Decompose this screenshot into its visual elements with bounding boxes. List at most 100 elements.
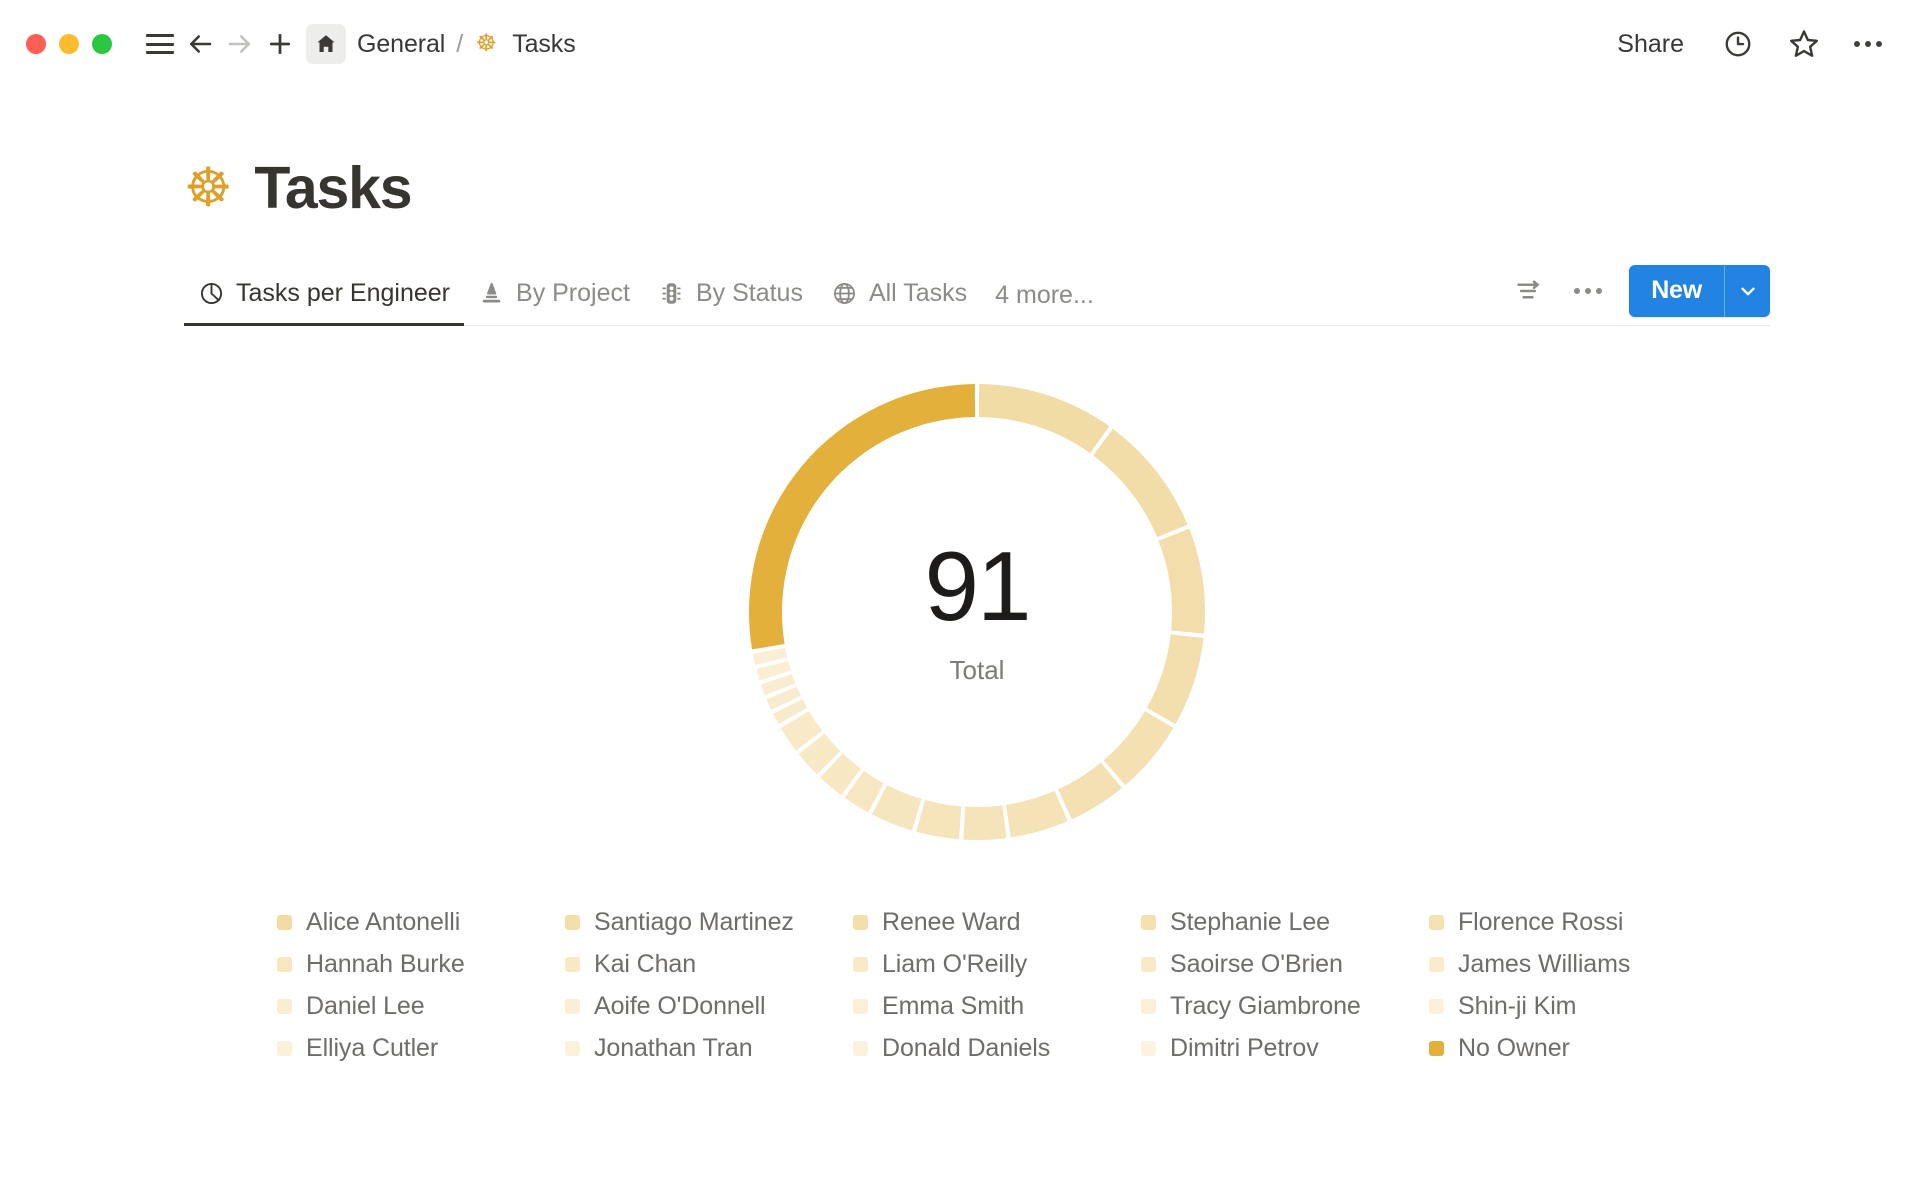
- page-content: ☸ Tasks Tasks per Engineer: [0, 156, 1920, 1068]
- new-button-group: New: [1629, 264, 1770, 317]
- donut-svg[interactable]: [737, 372, 1217, 852]
- legend-label: Aoife O'Donnell: [594, 992, 766, 1021]
- legend-item[interactable]: Tracy Giambrone: [1141, 988, 1429, 1026]
- legend-item[interactable]: Stephanie Lee: [1141, 904, 1429, 942]
- sidebar-toggle-button[interactable]: [140, 24, 180, 64]
- legend-label: Jonathan Tran: [594, 1034, 753, 1063]
- page-title[interactable]: Tasks: [254, 155, 412, 221]
- donut-segment[interactable]: [752, 647, 788, 665]
- tabs-more-button[interactable]: 4 more...: [995, 280, 1094, 309]
- new-button-dropdown[interactable]: [1724, 264, 1770, 317]
- page-more-button[interactable]: [1850, 33, 1886, 55]
- breadcrumb-page[interactable]: Tasks: [512, 29, 576, 58]
- legend-swatch-icon: [277, 999, 292, 1015]
- donut-segment[interactable]: [978, 383, 1110, 454]
- donut-segment[interactable]: [916, 799, 962, 840]
- donut-segment[interactable]: [780, 711, 823, 751]
- microscope-icon: [478, 280, 505, 307]
- back-button[interactable]: [180, 24, 220, 64]
- legend-item[interactable]: Alice Antonelli: [277, 904, 565, 942]
- maximize-window-button[interactable]: [92, 34, 112, 54]
- view-toolbar-actions: New: [1509, 264, 1770, 325]
- legend-item[interactable]: Florence Rossi: [1429, 904, 1717, 942]
- donut-segment[interactable]: [1093, 428, 1188, 538]
- ellipsis-icon: [1854, 41, 1860, 47]
- legend-item[interactable]: Donald Daniels: [853, 1030, 1141, 1068]
- tab-tasks-per-engineer[interactable]: Tasks per Engineer: [184, 271, 465, 326]
- filter-sort-icon: [1517, 280, 1540, 299]
- legend-column: Santiago Martinez Kai Chan Aoife O'Donnell…: [565, 904, 853, 1068]
- legend-item[interactable]: Emma Smith: [853, 988, 1141, 1026]
- legend-item[interactable]: Saoirse O'Brien: [1141, 946, 1429, 984]
- legend-label: No Owner: [1458, 1034, 1570, 1063]
- legend-column: Renee Ward Liam O'Reilly Emma Smith Donald …: [853, 904, 1141, 1068]
- close-window-button[interactable]: [26, 34, 46, 54]
- page-icon[interactable]: ☸: [184, 158, 233, 219]
- tab-all-tasks[interactable]: All Tasks: [817, 271, 981, 326]
- legend-item[interactable]: Liam O'Reilly: [853, 946, 1141, 984]
- legend-label: Alice Antonelli: [306, 908, 461, 937]
- donut-segment[interactable]: [766, 686, 801, 710]
- legend-item[interactable]: Kai Chan: [565, 946, 853, 984]
- legend-swatch-icon: [853, 999, 868, 1015]
- donut-segment[interactable]: [1158, 528, 1205, 634]
- legend-item[interactable]: Shin-ji Kim: [1429, 988, 1717, 1026]
- legend-item[interactable]: Dimitri Petrov: [1141, 1030, 1429, 1068]
- legend-swatch-icon: [1141, 915, 1156, 931]
- legend-label: Shin-ji Kim: [1458, 992, 1577, 1021]
- legend-item[interactable]: Santiago Martinez: [565, 904, 853, 942]
- legend-item[interactable]: Aoife O'Donnell: [565, 988, 853, 1026]
- legend-item[interactable]: James Williams: [1429, 946, 1717, 984]
- breadcrumb-home-button[interactable]: [306, 24, 346, 64]
- chevron-down-icon: [1740, 287, 1755, 296]
- donut-segment[interactable]: [749, 383, 976, 650]
- legend-swatch-icon: [277, 1041, 292, 1057]
- tab-label: By Status: [695, 278, 803, 307]
- legend-column: Alice Antonelli Hannah Burke Daniel Lee Ell…: [277, 904, 565, 1068]
- legend-label: Donald Daniels: [882, 1034, 1051, 1063]
- legend-swatch-icon: [1141, 1041, 1156, 1057]
- legend-swatch-icon: [853, 915, 868, 931]
- tab-by-status[interactable]: By Status: [644, 271, 817, 326]
- page-header: ☸ Tasks: [184, 156, 1770, 221]
- donut-segment[interactable]: [963, 805, 1007, 840]
- donut-segment[interactable]: [1103, 711, 1174, 786]
- legend-item[interactable]: Daniel Lee: [277, 988, 565, 1026]
- breadcrumb-page-emoji-icon: ☸: [475, 30, 497, 57]
- breadcrumb-workspace[interactable]: General: [357, 29, 446, 58]
- legend-item[interactable]: Hannah Burke: [277, 946, 565, 984]
- view-more-button[interactable]: [1569, 272, 1607, 310]
- forward-button[interactable]: [220, 24, 260, 64]
- donut-segment[interactable]: [1005, 790, 1068, 838]
- donut-segment[interactable]: [820, 753, 861, 796]
- favorite-button[interactable]: [1784, 24, 1824, 64]
- legend-label: Stephanie Lee: [1170, 908, 1330, 937]
- legend-label: Saoirse O'Brien: [1170, 950, 1343, 979]
- donut-segment[interactable]: [844, 770, 884, 813]
- legend-item[interactable]: Jonathan Tran: [565, 1030, 853, 1068]
- traffic-lights: [26, 34, 112, 54]
- tab-by-project[interactable]: By Project: [464, 271, 644, 326]
- legend-item[interactable]: Elliya Cutler: [277, 1030, 565, 1068]
- new-button[interactable]: New: [1651, 276, 1702, 305]
- legend-swatch-icon: [277, 915, 292, 931]
- new-page-button[interactable]: [260, 24, 300, 64]
- minimize-window-button[interactable]: [59, 34, 79, 54]
- legend-item[interactable]: Renee Ward: [853, 904, 1141, 942]
- donut-segment[interactable]: [798, 733, 841, 775]
- donut-segment[interactable]: [773, 699, 808, 724]
- legend-swatch-icon: [1141, 957, 1156, 973]
- legend-swatch-icon: [1429, 915, 1444, 931]
- share-button[interactable]: Share: [1617, 29, 1684, 58]
- donut-segment[interactable]: [871, 784, 922, 831]
- legend-item[interactable]: No Owner: [1429, 1030, 1717, 1068]
- donut-segment[interactable]: [760, 673, 796, 696]
- donut-segment[interactable]: [1058, 762, 1122, 820]
- tab-label: Tasks per Engineer: [236, 278, 451, 307]
- window-titlebar: General / ☸ Tasks Share: [0, 0, 1920, 88]
- filter-sort-button[interactable]: [1509, 272, 1547, 310]
- donut-segment[interactable]: [1146, 634, 1204, 724]
- donut-segment[interactable]: [756, 660, 791, 681]
- page-history-button[interactable]: [1718, 24, 1758, 64]
- legend-swatch-icon: [565, 957, 580, 973]
